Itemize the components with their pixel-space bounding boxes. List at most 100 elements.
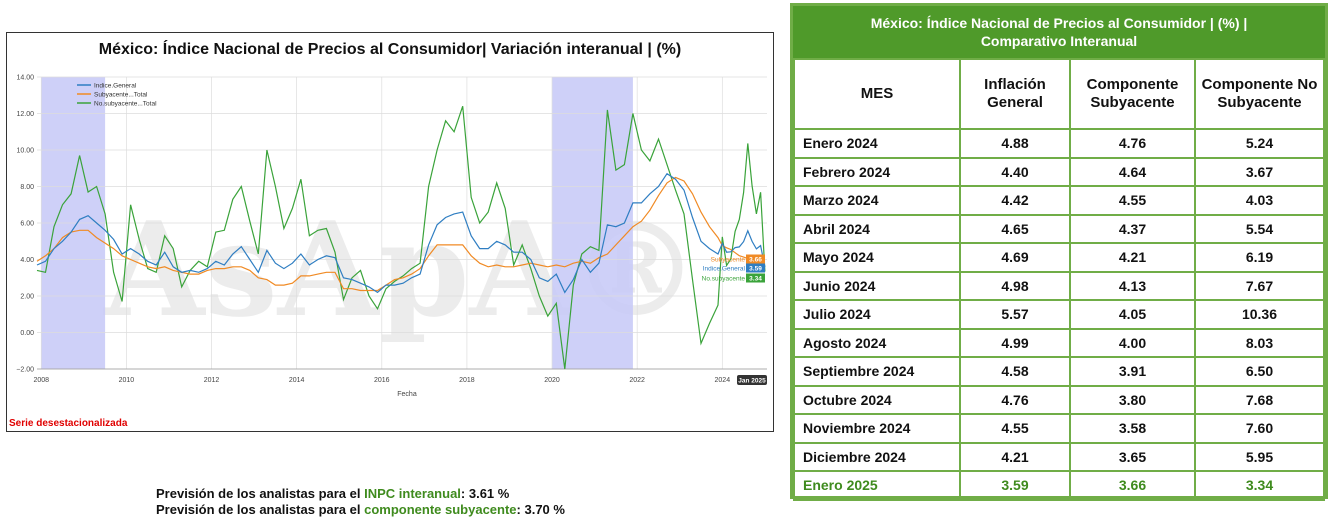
forecast-core-label: componente subyacente bbox=[364, 502, 517, 517]
header-no-subyacente: Componente No Subyacente bbox=[1194, 58, 1325, 130]
series-end-value: 3.59 bbox=[749, 266, 762, 273]
header-inflacion-general: Inflación General bbox=[959, 58, 1071, 130]
y-tick-label: 0.00 bbox=[20, 330, 34, 337]
cell-subyacente: 4.13 bbox=[1069, 270, 1196, 301]
header-mes: MES bbox=[793, 58, 961, 130]
table-row: Enero 2024 4.88 4.76 5.24 bbox=[793, 128, 1325, 159]
x-tick-label: 2022 bbox=[629, 377, 645, 384]
cell-mes: Marzo 2024 bbox=[793, 185, 961, 216]
x-tick-label: 2014 bbox=[289, 377, 305, 384]
y-tick-label: 2.00 bbox=[20, 294, 34, 301]
cell-mes: Enero 2024 bbox=[793, 128, 961, 159]
cell-subyacente: 3.65 bbox=[1069, 441, 1196, 472]
y-tick-label: −2.00 bbox=[16, 367, 34, 374]
cell-inflacion-general: 4.65 bbox=[959, 213, 1071, 244]
series-end-badge bbox=[746, 273, 765, 283]
cell-no-subyacente: 8.03 bbox=[1194, 327, 1325, 358]
cell-subyacente: 4.64 bbox=[1069, 156, 1196, 187]
cell-subyacente: 4.37 bbox=[1069, 213, 1196, 244]
last-date-badge bbox=[737, 375, 767, 385]
cell-no-subyacente: 4.03 bbox=[1194, 185, 1325, 216]
cell-subyacente: 4.21 bbox=[1069, 242, 1196, 273]
y-tick-label: 4.00 bbox=[20, 257, 34, 264]
cell-inflacion-general: 3.59 bbox=[959, 470, 1071, 501]
cell-subyacente: 3.66 bbox=[1069, 470, 1196, 501]
table-row: Diciembre 2024 4.21 3.65 5.95 bbox=[793, 441, 1325, 472]
cell-subyacente: 3.80 bbox=[1069, 384, 1196, 415]
table-row: Marzo 2024 4.42 4.55 4.03 bbox=[793, 185, 1325, 216]
x-tick-label: 2024 bbox=[715, 377, 731, 384]
cell-mes: Junio 2024 bbox=[793, 270, 961, 301]
cell-inflacion-general: 4.98 bbox=[959, 270, 1071, 301]
cell-inflacion-general: 4.69 bbox=[959, 242, 1071, 273]
comparison-table: MES Inflación General Componente Subyace… bbox=[793, 58, 1325, 501]
cell-mes: Abril 2024 bbox=[793, 213, 961, 244]
x-tick-label: 2018 bbox=[459, 377, 475, 384]
chart-panel: AsApA® 14.00 12.00 10.00 8.00 6.00 4.00 2.00 0.0… bbox=[6, 32, 774, 432]
table-row: Abril 2024 4.65 4.37 5.54 bbox=[793, 213, 1325, 244]
cell-no-subyacente: 6.19 bbox=[1194, 242, 1325, 273]
chart-svg: AsApA®14.0012.0010.008.006.004.002.000.0… bbox=[16, 75, 767, 398]
forecast-core: Previsión de los analistas para el compo… bbox=[156, 502, 565, 517]
x-axis-title: Fecha bbox=[397, 391, 417, 398]
cell-subyacente: 3.91 bbox=[1069, 356, 1196, 387]
cell-mes: Julio 2024 bbox=[793, 299, 961, 330]
cell-no-subyacente: 5.24 bbox=[1194, 128, 1325, 159]
comparison-table-panel: México: Índice Nacional de Precios al Co… bbox=[790, 3, 1328, 501]
cell-no-subyacente: 3.34 bbox=[1194, 470, 1325, 501]
cell-no-subyacente: 7.67 bbox=[1194, 270, 1325, 301]
cell-inflacion-general: 4.21 bbox=[959, 441, 1071, 472]
cell-subyacente: 4.00 bbox=[1069, 327, 1196, 358]
legend-label: No.subyacente...Total bbox=[94, 101, 157, 108]
cell-no-subyacente: 5.54 bbox=[1194, 213, 1325, 244]
cell-no-subyacente: 7.60 bbox=[1194, 413, 1325, 444]
y-tick-label: 6.00 bbox=[20, 221, 34, 228]
table-row: Febrero 2024 4.40 4.64 3.67 bbox=[793, 156, 1325, 187]
series-line bbox=[36, 172, 766, 294]
x-tick-label: 2010 bbox=[119, 377, 135, 384]
series-end-value: 3.34 bbox=[749, 276, 762, 283]
cell-mes: Diciembre 2024 bbox=[793, 441, 961, 472]
series-end-badge bbox=[746, 263, 765, 273]
cell-mes: Septiembre 2024 bbox=[793, 356, 961, 387]
cell-subyacente: 4.55 bbox=[1069, 185, 1196, 216]
analyst-forecast: Previsión de los analistas para el INPC … bbox=[156, 486, 565, 518]
legend-label: Subyacente...Total bbox=[94, 92, 148, 99]
cell-inflacion-general: 4.76 bbox=[959, 384, 1071, 415]
cell-mes: Noviembre 2024 bbox=[793, 413, 961, 444]
series-line bbox=[36, 106, 766, 370]
cell-mes: Mayo 2024 bbox=[793, 242, 961, 273]
x-tick-label: 2020 bbox=[544, 377, 560, 384]
last-date-label: Jan 2025 bbox=[738, 378, 766, 385]
cell-mes: Octubre 2024 bbox=[793, 384, 961, 415]
cell-inflacion-general: 5.57 bbox=[959, 299, 1071, 330]
cell-inflacion-general: 4.99 bbox=[959, 327, 1071, 358]
cell-inflacion-general: 4.40 bbox=[959, 156, 1071, 187]
table-row: Agosto 2024 4.99 4.00 8.03 bbox=[793, 327, 1325, 358]
table-row: Septiembre 2024 4.58 3.91 6.50 bbox=[793, 356, 1325, 387]
series-line bbox=[36, 176, 766, 292]
cell-subyacente: 3.58 bbox=[1069, 413, 1196, 444]
series-end-value: 3.66 bbox=[749, 257, 762, 264]
table-row: Mayo 2024 4.69 4.21 6.19 bbox=[793, 242, 1325, 273]
cell-mes: Agosto 2024 bbox=[793, 327, 961, 358]
cell-subyacente: 4.05 bbox=[1069, 299, 1196, 330]
x-tick-label: 2016 bbox=[374, 377, 390, 384]
series-end-label: Subyacente bbox=[711, 257, 746, 264]
y-tick-label: 10.00 bbox=[16, 148, 34, 155]
y-tick-label: 14.00 bbox=[16, 75, 34, 82]
series-end-badge bbox=[746, 254, 765, 264]
cell-inflacion-general: 4.42 bbox=[959, 185, 1071, 216]
x-tick-label: 2008 bbox=[33, 377, 49, 384]
table-row: Octubre 2024 4.76 3.80 7.68 bbox=[793, 384, 1325, 415]
series-end-label: Indice.General bbox=[703, 266, 746, 273]
series-end-label: No.subyacente bbox=[702, 276, 746, 283]
table-row: Julio 2024 5.57 4.05 10.36 bbox=[793, 299, 1325, 330]
table-title: México: Índice Nacional de Precios al Co… bbox=[793, 6, 1325, 58]
y-tick-label: 12.00 bbox=[16, 111, 34, 118]
chart-footnote: Serie desestacionalizada bbox=[9, 418, 128, 429]
cell-no-subyacente: 5.95 bbox=[1194, 441, 1325, 472]
table-row: Noviembre 2024 4.55 3.58 7.60 bbox=[793, 413, 1325, 444]
cell-subyacente: 4.76 bbox=[1069, 128, 1196, 159]
table-row: Enero 2025 3.59 3.66 3.34 bbox=[793, 470, 1325, 501]
